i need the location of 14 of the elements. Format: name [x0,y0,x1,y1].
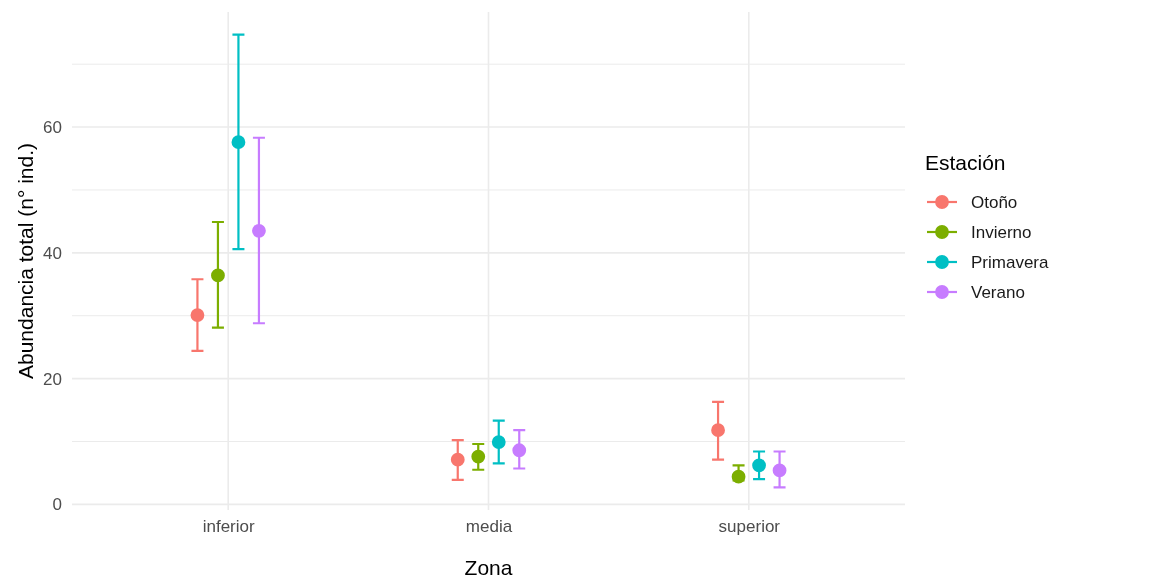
y-tick-label: 0 [52,495,62,515]
x-axis-title: Zona [464,556,513,579]
legend-title: Estación [925,151,1006,174]
x-tick-label: superior [718,517,781,537]
legend-label: Primavera [971,253,1050,272]
y-tick-label: 40 [43,243,62,263]
legend-label: Verano [971,283,1025,302]
y-tick-label: 20 [43,369,62,389]
legend-label: Invierno [971,223,1032,242]
x-tick-label: inferior [202,517,255,537]
x-tick-label: media [465,517,513,537]
legend-label: Otoño [971,193,1018,212]
y-tick-label: 60 [43,118,62,138]
y-axis-title: Abundancia total (n° ind.) [14,142,37,380]
